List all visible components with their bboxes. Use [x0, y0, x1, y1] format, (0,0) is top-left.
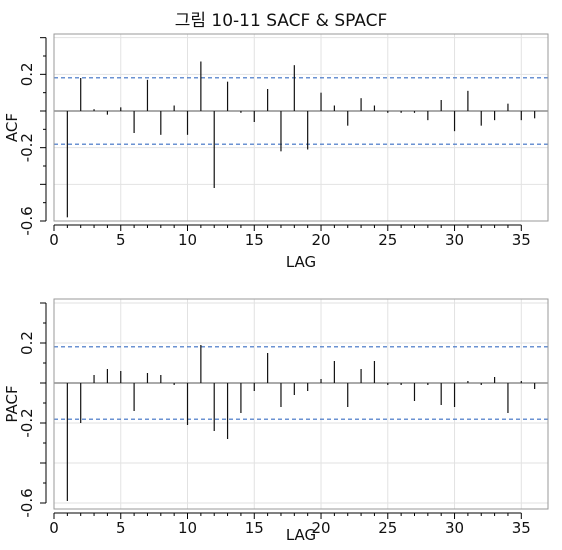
- plot-frame: [53, 33, 549, 222]
- x-tick-label: 25: [378, 519, 397, 537]
- y-axis-title: PACF: [3, 385, 21, 422]
- x-tick-label: 30: [445, 231, 464, 249]
- x-tick-label: 0: [49, 519, 59, 537]
- y-tick-label: 0.2: [18, 62, 36, 86]
- y-tick-label: -0.2: [18, 408, 36, 437]
- x-tick-label: 35: [512, 231, 531, 249]
- x-tick-label: 10: [178, 231, 197, 249]
- x-tick-label: 10: [178, 519, 197, 537]
- x-tick-label: 15: [245, 231, 264, 249]
- x-tick-label: 5: [116, 519, 126, 537]
- x-tick-label: 20: [311, 519, 330, 537]
- x-tick-label: 30: [445, 519, 464, 537]
- y-tick-label: -0.6: [18, 488, 36, 517]
- plot-frame: [53, 298, 549, 510]
- x-tick-label: 20: [311, 231, 330, 249]
- x-tick-label: 35: [512, 519, 531, 537]
- y-tick-label: 0.2: [18, 331, 36, 355]
- x-tick-label: 5: [116, 231, 126, 249]
- x-axis-title: LAG: [286, 253, 316, 271]
- plot-area: [54, 299, 548, 509]
- y-axis-title: ACF: [3, 113, 21, 142]
- x-tick-label: 15: [245, 519, 264, 537]
- x-tick-label: 25: [378, 231, 397, 249]
- chart-title: 그림 10-11 SACF & SPACF: [174, 11, 388, 31]
- x-tick-label: 0: [49, 231, 59, 249]
- y-tick-label: -0.2: [18, 133, 36, 162]
- plot-area: [54, 34, 548, 221]
- y-tick-label: -0.6: [18, 206, 36, 235]
- x-axis-title: LAG: [286, 526, 316, 544]
